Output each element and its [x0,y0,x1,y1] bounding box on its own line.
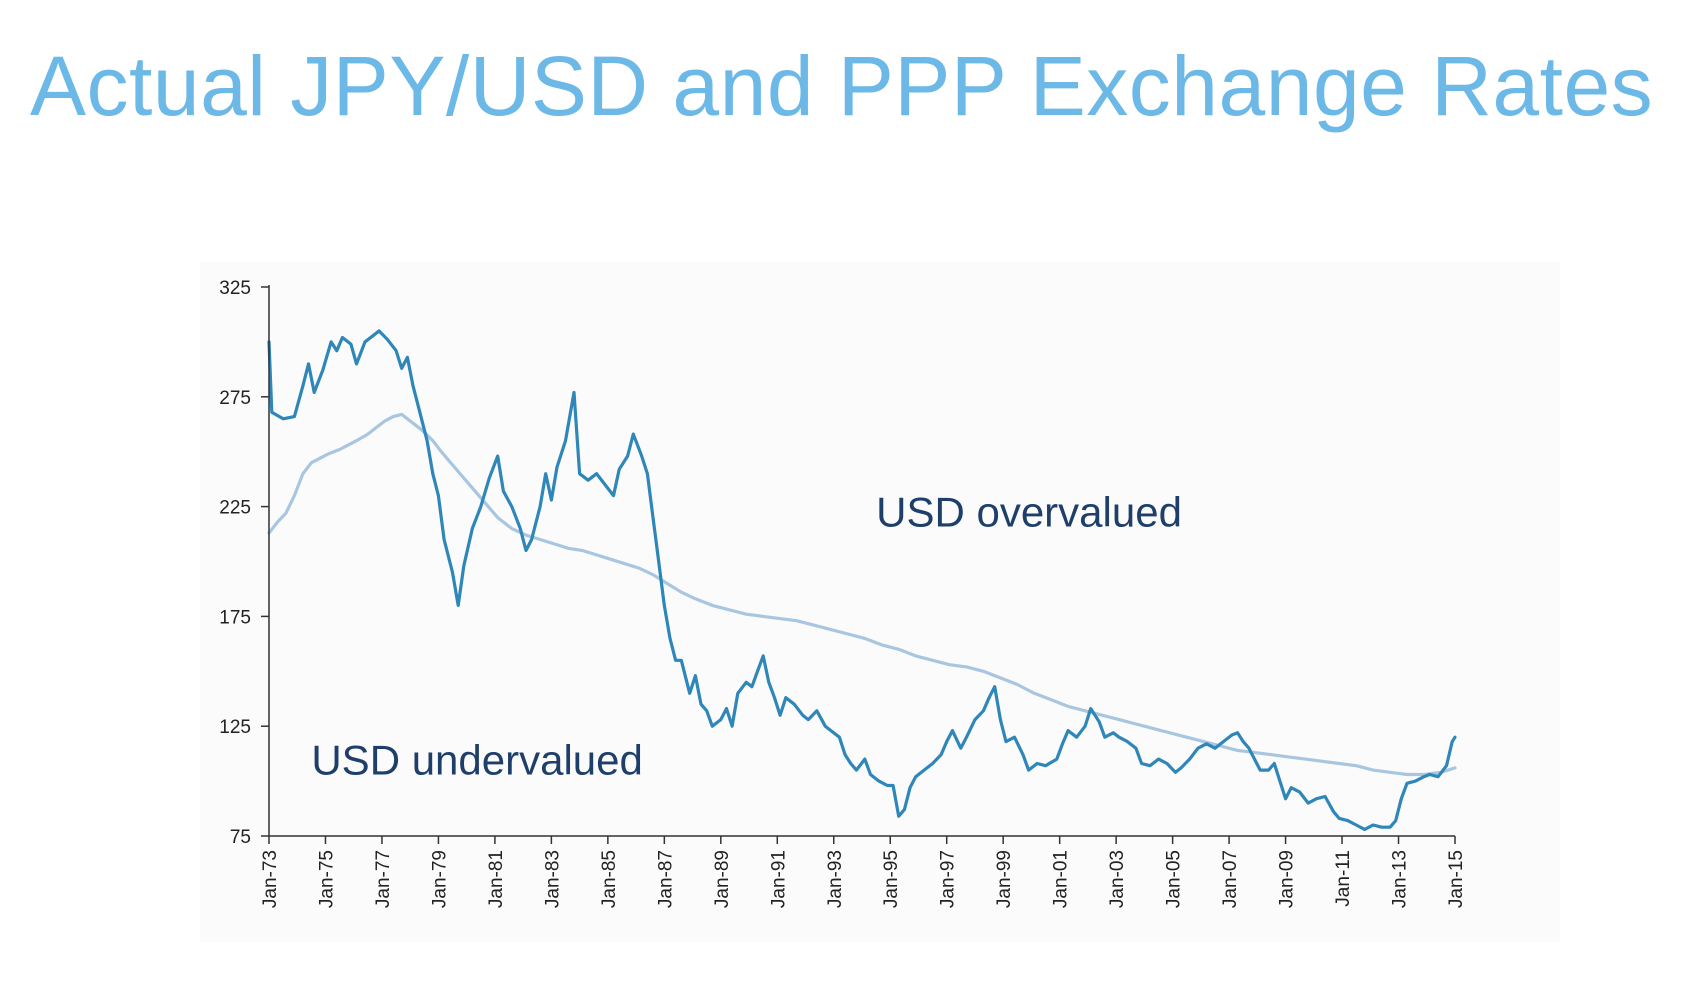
plot-area-background [200,262,1560,942]
x-tick-label: Jan-15 [1446,850,1467,908]
x-tick-label: Jan-73 [260,850,281,908]
x-tick-label: Jan-93 [825,850,846,908]
y-tick-label: 275 [219,388,251,409]
x-tick-label: Jan-83 [542,850,563,908]
x-tick-label: Jan-81 [486,850,507,908]
axes-layer: 325 275 225 175 125 75 Jan-73 Jan-75 Jan-77 Jan-7… [219,278,1467,908]
x-tick-label: Jan-97 [938,850,959,908]
series-line-actual [267,329,1457,831]
y-tick-label: 125 [219,717,251,738]
x-tick-label: Jan-11 [1333,850,1354,907]
y-tick-label: 75 [230,827,251,848]
y-tick-label: 175 [219,607,251,628]
slide-title: Actual JPY/USD and PPP Exchange Rates [30,39,1654,133]
x-tick-label: Jan-09 [1277,850,1298,908]
annotation-usd-undervalued: USD undervalued [311,737,643,784]
x-tick-label: Jan-91 [768,850,789,908]
x-tick-label: Jan-01 [1051,850,1072,908]
x-tick-label: Jan-75 [316,850,337,908]
x-tick-label: Jan-05 [1164,850,1185,908]
series-line-ppp [267,412,1457,777]
x-tick-label: Jan-85 [599,850,620,908]
annotation-usd-overvalued: USD overvalued [876,488,1182,535]
x-tick-label: Jan-13 [1390,850,1411,908]
x-tick-label: Jan-77 [373,850,394,908]
annotation-layer: USD overvalued USD undervalued [311,488,1182,783]
x-tick-label: Jan-79 [429,850,450,908]
y-tick-label: 225 [219,498,251,519]
x-tick-label: Jan-03 [1107,850,1128,908]
series-layer [267,329,1457,831]
x-tick-label: Jan-99 [994,850,1015,908]
y-tick-label: 325 [219,278,251,299]
x-tick-label: Jan-89 [712,850,733,908]
x-tick-label: Jan-87 [655,850,676,908]
x-tick-label: Jan-95 [881,850,902,908]
x-tick-label: Jan-07 [1220,850,1241,908]
